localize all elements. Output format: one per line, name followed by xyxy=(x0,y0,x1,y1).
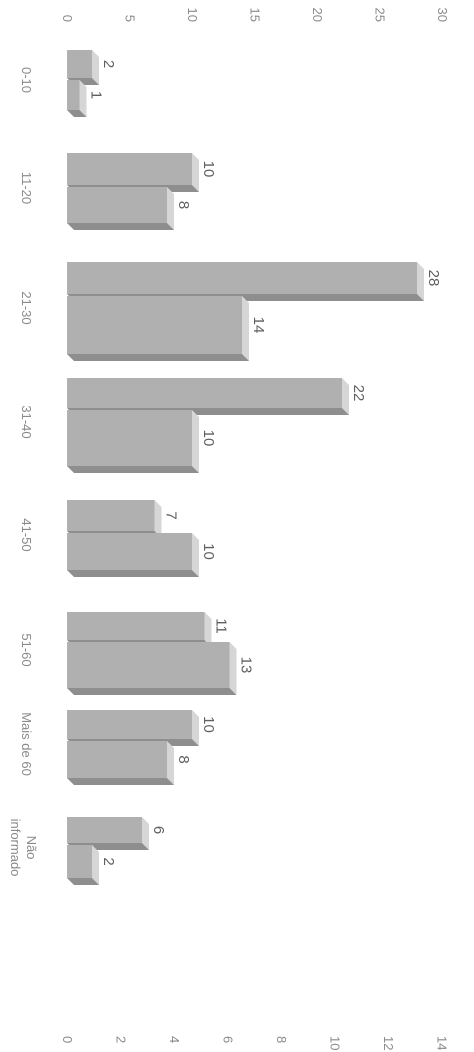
primary-tick-label: 25 xyxy=(373,8,388,22)
primary-tick-label: 10 xyxy=(185,8,200,22)
data-label: 1 xyxy=(88,91,105,99)
bar-side-s2-6 xyxy=(67,778,174,785)
data-label: 2 xyxy=(100,60,117,68)
bar-top-s2-2 xyxy=(242,296,249,361)
category-label: Nãoinformado xyxy=(8,819,39,877)
primary-tick-label: 20 xyxy=(310,8,325,22)
data-label: 8 xyxy=(175,201,192,209)
bar-s1-0 xyxy=(67,50,92,78)
category-labels: 0-10 11-20 21-30 31-40 41-50 51-60 Mais de 60 N… xyxy=(8,67,39,876)
bar-top-s1-5 xyxy=(204,612,212,647)
bar-top-s1-0 xyxy=(92,50,99,85)
bar-side-s2-2 xyxy=(67,354,249,361)
category-label: 11-20 xyxy=(19,172,34,204)
bar-top-s1-2 xyxy=(417,262,424,301)
bars xyxy=(67,50,424,885)
bar-top-s2-6 xyxy=(167,741,174,785)
data-label: 13 xyxy=(238,657,255,674)
bar-side-s2-7 xyxy=(67,878,99,885)
secondary-tick-label: 8 xyxy=(274,1036,289,1043)
bar-top-s1-1 xyxy=(192,153,199,192)
data-label: 8 xyxy=(175,755,192,763)
bar-s2-6 xyxy=(67,741,167,778)
bar-s2-5 xyxy=(67,642,230,688)
bar-s2-7 xyxy=(67,845,92,878)
secondary-tick-label: 4 xyxy=(167,1036,182,1043)
secondary-axis-ticks: 0 2 4 6 8 10 12 14 xyxy=(60,1036,450,1050)
data-label: 10 xyxy=(200,161,217,178)
bar-top-s2-7 xyxy=(92,845,99,885)
bar-side-s2-3 xyxy=(67,466,199,473)
data-label: 10 xyxy=(200,543,217,560)
bar-top-s2-4 xyxy=(192,533,199,577)
bar-s1-4 xyxy=(67,500,155,531)
data-label: 6 xyxy=(150,826,167,834)
secondary-tick-label: 6 xyxy=(221,1036,236,1043)
data-label: 10 xyxy=(200,716,217,733)
primary-axis-ticks: 0 5 10 15 20 25 30 xyxy=(60,8,450,22)
data-label: 7 xyxy=(163,511,180,519)
bar-s1-2 xyxy=(67,262,417,294)
secondary-tick-label: 10 xyxy=(328,1036,343,1050)
category-label: 0-10 xyxy=(19,67,34,93)
secondary-tick-label: 2 xyxy=(114,1036,129,1043)
bar-s2-0 xyxy=(67,80,80,110)
category-label: 31-40 xyxy=(19,405,34,438)
data-label: 28 xyxy=(425,270,442,287)
bar-top-s2-5 xyxy=(229,642,237,695)
bar-s2-3 xyxy=(67,410,192,466)
secondary-tick-label: 12 xyxy=(381,1036,396,1050)
bar-top-s1-3 xyxy=(342,378,349,415)
data-labels: 2 1 10 8 28 14 22 10 7 10 11 13 10 8 6 2 xyxy=(88,60,443,866)
primary-tick-label: 15 xyxy=(248,8,263,22)
bar-top-s2-1 xyxy=(167,187,174,230)
bar-side-s2-4 xyxy=(67,570,199,577)
bar-s1-5 xyxy=(67,612,205,640)
category-label: 21-30 xyxy=(19,291,34,324)
secondary-tick-label: 0 xyxy=(60,1036,75,1043)
bar-top-s1-6 xyxy=(192,710,199,746)
bar-side-s2-1 xyxy=(67,223,174,230)
primary-tick-label: 0 xyxy=(60,15,75,22)
data-label: 2 xyxy=(100,857,117,865)
bar-top-s1-7 xyxy=(142,817,149,850)
data-label: 22 xyxy=(350,385,367,402)
bar-top-s2-3 xyxy=(192,410,199,473)
data-label: 14 xyxy=(250,317,267,334)
bar-s1-3 xyxy=(67,378,342,408)
bar-side-s2-5 xyxy=(67,688,237,695)
category-label: 51-60 xyxy=(19,633,34,666)
category-label: 41-50 xyxy=(19,518,34,551)
bar-s2-2 xyxy=(67,296,242,354)
secondary-tick-label: 14 xyxy=(435,1036,450,1050)
bar-s2-4 xyxy=(67,533,192,570)
bar-top-s1-4 xyxy=(154,500,162,538)
bar-s1-7 xyxy=(67,817,142,843)
bar-s2-1 xyxy=(67,187,167,223)
bar-side-s2-0 xyxy=(67,110,87,117)
category-label: Mais de 60 xyxy=(19,712,34,776)
bar-top-s2-0 xyxy=(79,80,87,117)
primary-tick-label: 5 xyxy=(123,15,138,22)
data-label: 11 xyxy=(213,618,230,634)
bar-s1-1 xyxy=(67,153,192,185)
data-label: 10 xyxy=(200,430,217,447)
primary-tick-label: 30 xyxy=(435,8,450,22)
bar-s1-6 xyxy=(67,710,192,739)
